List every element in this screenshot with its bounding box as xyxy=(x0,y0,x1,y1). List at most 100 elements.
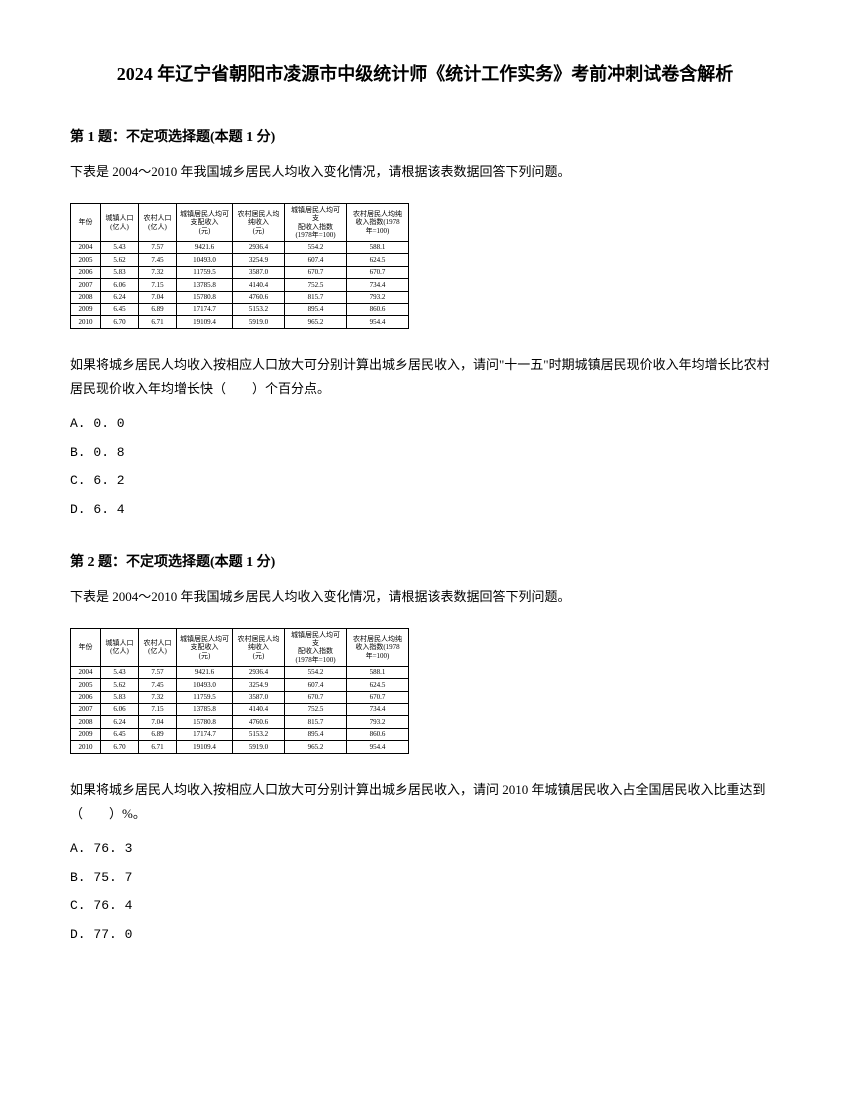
table-cell: 752.5 xyxy=(285,279,347,291)
table-cell: 6.71 xyxy=(139,316,177,328)
table-cell: 588.1 xyxy=(347,666,409,678)
q2-option-b: B. 75. 7 xyxy=(70,866,780,891)
q2-option-a: A. 76. 3 xyxy=(70,837,780,862)
table-row: 20055.627.4510493.03254.9607.4624.5 xyxy=(71,679,409,691)
q2-question: 如果将城乡居民人均收入按相应人口放大可分别计算出城乡居民收入，请问 2010 年… xyxy=(70,778,780,827)
table-cell: 554.2 xyxy=(285,666,347,678)
table-cell: 9421.6 xyxy=(177,666,233,678)
table-cell: 554.2 xyxy=(285,241,347,253)
table-cell: 7.57 xyxy=(139,666,177,678)
table-header: 农村居民人均纯收入指数(1978年=100) xyxy=(347,204,409,242)
table-row: 20076.067.1513785.84140.4752.5734.4 xyxy=(71,279,409,291)
question-2: 第 2 题：不定项选择题(本题 1 分) 下表是 2004～2010 年我国城乡… xyxy=(70,551,780,948)
table-cell: 15780.8 xyxy=(177,291,233,303)
table-cell: 19109.4 xyxy=(177,741,233,753)
q2-header: 第 2 题：不定项选择题(本题 1 分) xyxy=(70,551,780,571)
table-cell: 4760.6 xyxy=(233,716,285,728)
table-cell: 2010 xyxy=(71,316,101,328)
table-cell: 3254.9 xyxy=(233,679,285,691)
table-cell: 2008 xyxy=(71,716,101,728)
table-cell: 793.2 xyxy=(347,291,409,303)
table-row: 20096.456.8917174.75153.2895.4860.6 xyxy=(71,303,409,315)
table-cell: 11759.5 xyxy=(177,691,233,703)
table-cell: 9421.6 xyxy=(177,241,233,253)
table-cell: 4140.4 xyxy=(233,279,285,291)
table-header: 城镇居民人均可支配收入(元) xyxy=(177,204,233,242)
table-cell: 670.7 xyxy=(347,266,409,278)
table-cell: 607.4 xyxy=(285,254,347,266)
table-cell: 11759.5 xyxy=(177,266,233,278)
q1-option-c: C. 6. 2 xyxy=(70,469,780,494)
table-cell: 7.32 xyxy=(139,266,177,278)
table-cell: 965.2 xyxy=(285,316,347,328)
table-cell: 5919.0 xyxy=(233,741,285,753)
table-row: 20096.456.8917174.75153.2895.4860.6 xyxy=(71,728,409,740)
table-cell: 815.7 xyxy=(285,291,347,303)
table-cell: 2010 xyxy=(71,741,101,753)
table-cell: 7.04 xyxy=(139,291,177,303)
table-cell: 5153.2 xyxy=(233,303,285,315)
table-row: 20106.706.7119109.45919.0965.2954.4 xyxy=(71,741,409,753)
table-cell: 3254.9 xyxy=(233,254,285,266)
table-header: 农村人口(亿人) xyxy=(139,204,177,242)
table-cell: 4760.6 xyxy=(233,291,285,303)
table-cell: 2005 xyxy=(71,679,101,691)
table-cell: 670.7 xyxy=(285,266,347,278)
q2-option-d: D. 77. 0 xyxy=(70,923,780,948)
table-cell: 734.4 xyxy=(347,279,409,291)
table-cell: 2936.4 xyxy=(233,666,285,678)
table-cell: 2005 xyxy=(71,254,101,266)
q2-data-table: 年份城镇人口(亿人)农村人口(亿人)城镇居民人均可支配收入(元)农村居民人均纯收… xyxy=(70,628,409,753)
table-cell: 5.43 xyxy=(101,241,139,253)
table-cell: 7.04 xyxy=(139,716,177,728)
q1-option-a: A. 0. 0 xyxy=(70,412,780,437)
question-1: 第 1 题：不定项选择题(本题 1 分) 下表是 2004～2010 年我国城乡… xyxy=(70,126,780,523)
table-cell: 965.2 xyxy=(285,741,347,753)
table-cell: 624.5 xyxy=(347,679,409,691)
q2-option-c: C. 76. 4 xyxy=(70,894,780,919)
table-cell: 7.15 xyxy=(139,703,177,715)
table-cell: 607.4 xyxy=(285,679,347,691)
table-cell: 588.1 xyxy=(347,241,409,253)
table-cell: 6.06 xyxy=(101,703,139,715)
table-header: 年份 xyxy=(71,204,101,242)
table-cell: 17174.7 xyxy=(177,303,233,315)
table-cell: 2009 xyxy=(71,303,101,315)
table-header: 农村居民人均纯收入(元) xyxy=(233,204,285,242)
table-row: 20055.627.4510493.03254.9607.4624.5 xyxy=(71,254,409,266)
table-row: 20045.437.579421.62936.4554.2588.1 xyxy=(71,666,409,678)
table-cell: 6.24 xyxy=(101,716,139,728)
table-cell: 2004 xyxy=(71,241,101,253)
table-cell: 2009 xyxy=(71,728,101,740)
table-cell: 624.5 xyxy=(347,254,409,266)
table-header: 城镇居民人均可支配收入指数(1978年=100) xyxy=(285,204,347,242)
table-cell: 815.7 xyxy=(285,716,347,728)
table-header: 城镇人口(亿人) xyxy=(101,204,139,242)
table-cell: 895.4 xyxy=(285,303,347,315)
table-cell: 13785.8 xyxy=(177,279,233,291)
q1-option-b: B. 0. 8 xyxy=(70,441,780,466)
table-cell: 2007 xyxy=(71,703,101,715)
table-row: 20076.067.1513785.84140.4752.5734.4 xyxy=(71,703,409,715)
table-cell: 4140.4 xyxy=(233,703,285,715)
table-cell: 7.45 xyxy=(139,679,177,691)
q2-intro: 下表是 2004～2010 年我国城乡居民人均收入变化情况，请根据该表数据回答下… xyxy=(70,585,780,608)
table-row: 20065.837.3211759.53587.0670.7670.7 xyxy=(71,691,409,703)
table-cell: 6.70 xyxy=(101,741,139,753)
table-cell: 7.32 xyxy=(139,691,177,703)
table-cell: 6.89 xyxy=(139,303,177,315)
table-row: 20045.437.579421.62936.4554.2588.1 xyxy=(71,241,409,253)
table-cell: 752.5 xyxy=(285,703,347,715)
table-cell: 5.62 xyxy=(101,679,139,691)
table-row: 20065.837.3211759.53587.0670.7670.7 xyxy=(71,266,409,278)
table-row: 20106.706.7119109.45919.0965.2954.4 xyxy=(71,316,409,328)
table-header: 城镇居民人均可支配收入(元) xyxy=(177,629,233,667)
table-cell: 670.7 xyxy=(285,691,347,703)
table-cell: 6.24 xyxy=(101,291,139,303)
table-cell: 5153.2 xyxy=(233,728,285,740)
table-cell: 3587.0 xyxy=(233,266,285,278)
q1-question: 如果将城乡居民人均收入按相应人口放大可分别计算出城乡居民收入，请问"十一五"时期… xyxy=(70,353,780,402)
table-cell: 6.70 xyxy=(101,316,139,328)
table-header: 城镇人口(亿人) xyxy=(101,629,139,667)
q1-data-table: 年份城镇人口(亿人)农村人口(亿人)城镇居民人均可支配收入(元)农村居民人均纯收… xyxy=(70,203,409,328)
